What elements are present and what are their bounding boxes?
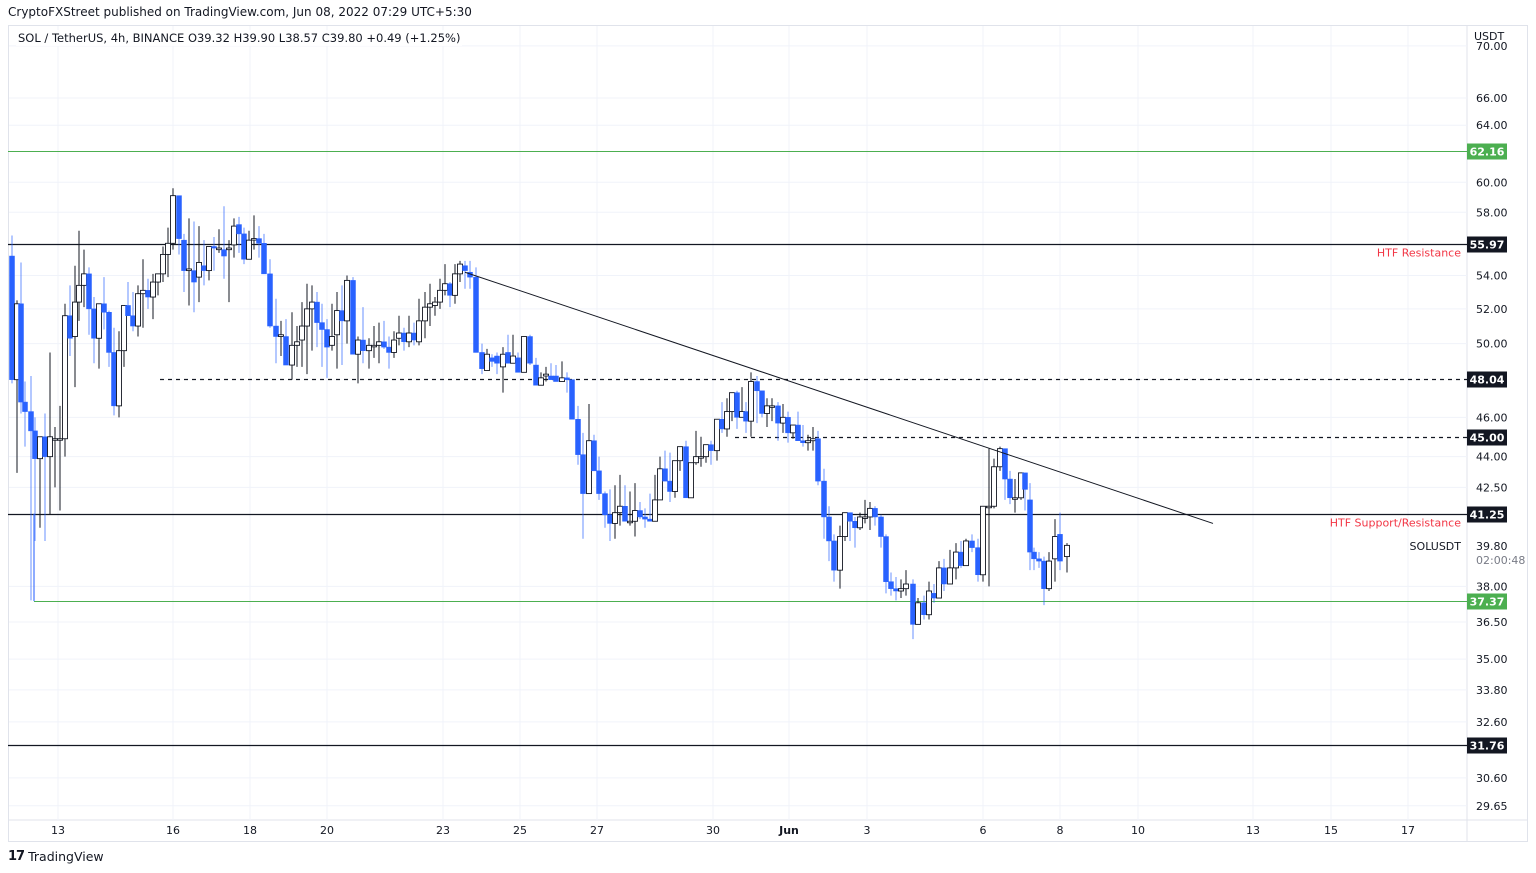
level-annotation: HTF Support/Resistance bbox=[1330, 517, 1462, 530]
tradingview-logo-icon: 17 bbox=[8, 849, 25, 864]
chart-frame bbox=[8, 25, 1528, 842]
time-tick: 16 bbox=[166, 824, 180, 837]
currency-label: USDT bbox=[1474, 30, 1505, 43]
level-price-label: 48.04 bbox=[1470, 374, 1505, 387]
price-tick: 42.50 bbox=[1476, 481, 1508, 494]
time-tick: 20 bbox=[320, 824, 334, 837]
level-price-label: 31.76 bbox=[1470, 740, 1505, 753]
time-tick: 10 bbox=[1131, 824, 1145, 837]
level-price-tag bbox=[1467, 236, 1507, 253]
time-tick: 13 bbox=[1246, 824, 1260, 837]
time-tick: 15 bbox=[1324, 824, 1338, 837]
price-tick: 66.00 bbox=[1476, 92, 1508, 105]
tradingview-brand: TradingView bbox=[28, 849, 104, 864]
price-tick: 60.00 bbox=[1476, 176, 1508, 189]
price-tick: 70.00 bbox=[1476, 40, 1508, 53]
price-tick: 29.65 bbox=[1476, 800, 1508, 813]
price-tick: 44.00 bbox=[1476, 451, 1508, 464]
time-tick: 8 bbox=[1057, 824, 1064, 837]
level-price-tag bbox=[1467, 371, 1507, 388]
time-tick: 3 bbox=[864, 824, 871, 837]
bar-countdown: 02:00:48 bbox=[1476, 554, 1525, 567]
level-price-label: 62.16 bbox=[1470, 146, 1505, 159]
published-by-text: CryptoFXStreet published on TradingView.… bbox=[8, 5, 472, 19]
time-tick: 23 bbox=[436, 824, 450, 837]
price-tick: 36.50 bbox=[1476, 616, 1508, 629]
level-price-tag bbox=[1467, 737, 1507, 754]
horizontal-levels: HTF Resistance HTF Support/Resistance bbox=[8, 151, 1467, 747]
time-axis[interactable]: 13 16 18 20 23 25 27 30 Jun 3 6 8 10 13 15 17 bbox=[51, 824, 1415, 837]
time-tick: 18 bbox=[243, 824, 257, 837]
tradingview-footer[interactable]: 17 TradingView bbox=[8, 849, 104, 864]
level-price-label: 37.37 bbox=[1470, 596, 1505, 609]
level-price-tag bbox=[1467, 429, 1507, 446]
price-tick: 64.00 bbox=[1476, 119, 1508, 132]
price-tick: 52.00 bbox=[1476, 303, 1508, 316]
symbol-legend: SOL / TetherUS, 4h, BINANCE O39.32 H39.9… bbox=[16, 30, 463, 46]
price-tick: 32.60 bbox=[1476, 716, 1508, 729]
level-price-label: 55.97 bbox=[1470, 239, 1505, 252]
price-tick: 58.00 bbox=[1476, 206, 1508, 219]
time-tick: 17 bbox=[1401, 824, 1415, 837]
level-price-tag bbox=[1467, 593, 1507, 610]
price-axis[interactable]: 70.00 66.00 64.00 60.00 58.00 54.00 52.00 50.00… bbox=[1410, 30, 1526, 813]
price-tick: 38.00 bbox=[1476, 580, 1508, 593]
level-price-tag bbox=[1467, 506, 1507, 523]
price-tick: 54.00 bbox=[1476, 269, 1508, 282]
level-annotation: HTF Resistance bbox=[1377, 247, 1461, 260]
level-price-label: 45.00 bbox=[1470, 432, 1505, 445]
symbol-label: SOLUSDT bbox=[1410, 540, 1462, 553]
time-tick: 27 bbox=[590, 824, 604, 837]
grid-lines bbox=[9, 26, 1527, 841]
trendline[interactable] bbox=[464, 271, 1214, 524]
price-tick: 50.00 bbox=[1476, 338, 1508, 351]
time-tick: 25 bbox=[513, 824, 527, 837]
last-price-label: 39.80 bbox=[1476, 540, 1508, 553]
price-tick: 46.00 bbox=[1476, 411, 1508, 424]
price-tick: 30.60 bbox=[1476, 772, 1508, 785]
time-tick: Jun bbox=[778, 824, 799, 837]
level-price-tag bbox=[1467, 143, 1507, 160]
level-price-label: 41.25 bbox=[1470, 509, 1505, 522]
price-tick: 33.80 bbox=[1476, 684, 1508, 697]
time-tick: 30 bbox=[706, 824, 720, 837]
time-tick: 13 bbox=[51, 824, 65, 837]
candles bbox=[9, 188, 1070, 640]
time-tick: 6 bbox=[980, 824, 987, 837]
price-tick: 35.00 bbox=[1476, 653, 1508, 666]
